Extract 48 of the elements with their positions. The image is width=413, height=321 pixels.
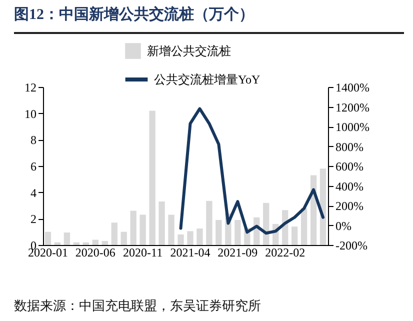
line-series: [179, 107, 325, 235]
bar: [158, 202, 165, 245]
bar: [73, 242, 80, 245]
bar: [54, 242, 61, 245]
y-tick-label: 4: [30, 186, 36, 200]
bar: [196, 228, 203, 245]
bar: [300, 208, 308, 245]
bar: [291, 226, 298, 245]
bar: [120, 232, 127, 245]
y2-tick-label: 1000%: [336, 120, 370, 134]
y2-tick-label: -200%: [336, 238, 368, 252]
chart-title: 图12：中国新增公共交流桩（万个）: [14, 5, 255, 25]
x-tick-label: 2022-02: [265, 246, 306, 260]
bar: [44, 232, 52, 245]
y2-tick-label: 200%: [336, 199, 364, 213]
y-tick-label: 6: [30, 160, 36, 174]
y2-tick-label: 600%: [336, 160, 364, 174]
bar: [234, 220, 241, 245]
y-tick-label: 12: [24, 80, 36, 94]
bar: [64, 232, 70, 245]
x-tick-label: 2021-04: [170, 246, 210, 260]
bar: [130, 210, 136, 245]
legend-label: 新增公共交流桩: [147, 44, 231, 58]
x-tick-label: 2020-11: [123, 246, 163, 260]
bar: [149, 110, 156, 245]
y2-tick-label: 0%: [336, 218, 352, 233]
source-note: 数据来源：中国充电联盟，东吴证券研究所: [14, 297, 261, 315]
bar: [111, 222, 118, 245]
bar: [216, 220, 222, 245]
y2-tick-label: 1200%: [336, 100, 370, 114]
y-tick-label: 8: [30, 133, 36, 148]
bar: [168, 214, 174, 245]
x-tick-label: 2020-06: [75, 246, 116, 260]
bar: [178, 234, 184, 245]
bar: [102, 241, 108, 245]
bar: [187, 231, 194, 245]
x-tick-label: 2021-09: [218, 246, 258, 260]
legend-label: 公共交流桩增量YoY: [154, 72, 260, 86]
bar: [140, 214, 146, 245]
bar: [320, 168, 326, 245]
y2-tick-label: 1400%: [336, 80, 370, 94]
y2-tick-label: 800%: [336, 140, 364, 154]
bar: [82, 242, 89, 245]
y-tick-label: 10: [24, 106, 36, 121]
bar: [206, 200, 212, 245]
y2-tick-label: 400%: [336, 179, 364, 194]
bar: [92, 240, 98, 245]
y-tick-label: 2: [30, 212, 36, 226]
